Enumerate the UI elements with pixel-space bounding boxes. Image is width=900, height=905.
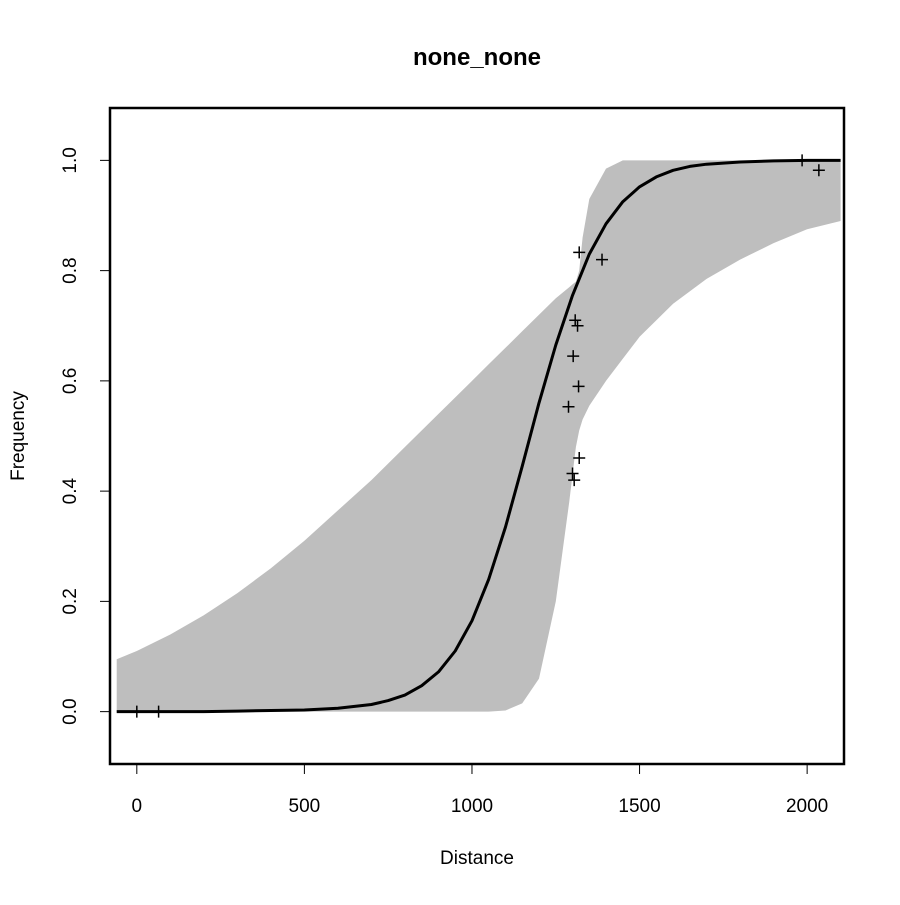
data-point-marker xyxy=(130,705,143,718)
data-point-marker xyxy=(567,350,580,363)
data-point-marker xyxy=(569,314,582,327)
data-point-marker xyxy=(571,319,584,332)
y-tick-label: 0.4 xyxy=(60,477,81,504)
y-tick-label: 0.0 xyxy=(60,698,81,724)
y-tick-label: 0.6 xyxy=(60,368,81,394)
data-point-marker xyxy=(596,253,609,266)
data-point-marker xyxy=(573,452,586,465)
confidence-band xyxy=(116,160,841,712)
y-axis-title: Frequency xyxy=(8,391,29,481)
data-point-marker xyxy=(568,474,581,487)
x-tick-label: 1500 xyxy=(618,796,660,817)
data-point-marker xyxy=(573,246,586,259)
data-point-marker xyxy=(152,705,165,718)
y-tick-label: 1.0 xyxy=(60,147,81,173)
axes: 0 500 1000 1500 2000 0.0 0.2 0.4 0.6 0.8 1.0 xyxy=(60,147,828,817)
data-point-marker xyxy=(572,380,585,393)
data-point-marker xyxy=(562,400,575,413)
data-point-marker xyxy=(812,164,825,177)
fitted-curve-line xyxy=(116,158,841,714)
y-tick-label: 0.2 xyxy=(60,588,81,614)
x-tick-label: 0 xyxy=(132,796,143,817)
data-point-marker xyxy=(566,467,579,480)
x-axis-title: Distance xyxy=(440,848,514,869)
x-tick-label: 500 xyxy=(289,796,321,817)
y-tick-label: 0.8 xyxy=(60,257,81,283)
x-tick-label: 1000 xyxy=(451,796,493,817)
data-point-marker xyxy=(796,154,809,167)
x-tick-label: 2000 xyxy=(786,796,828,817)
chart-title: none_none xyxy=(413,44,541,71)
plot-area xyxy=(116,154,841,718)
